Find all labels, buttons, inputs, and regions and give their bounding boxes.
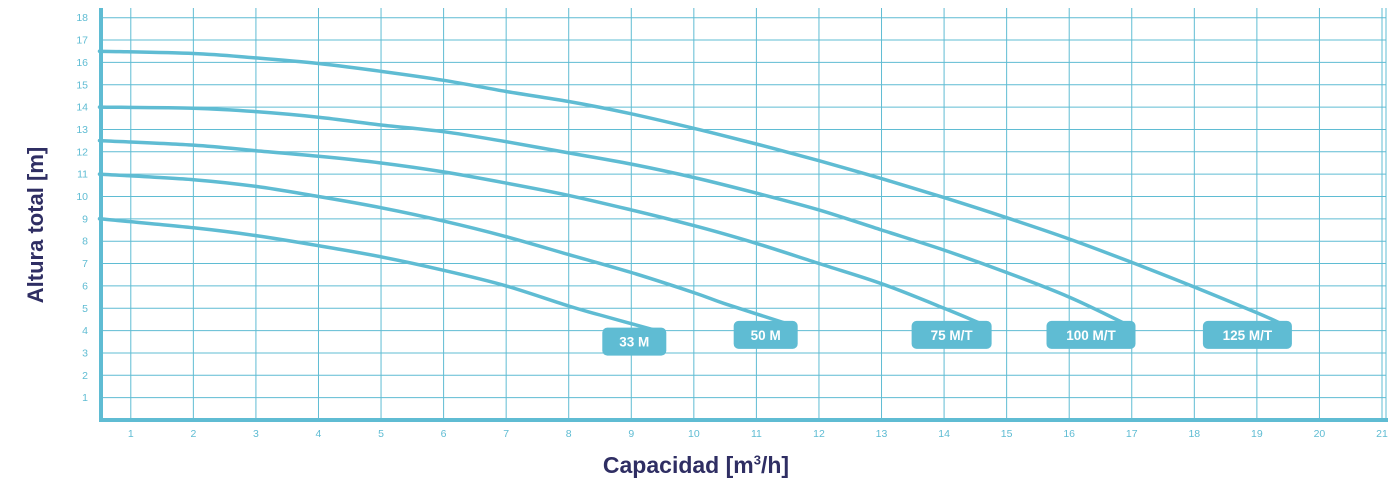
- series-label-badge: [1202, 320, 1292, 349]
- x-tick-label: 2: [190, 428, 196, 440]
- series-line: [97, 138, 984, 326]
- y-tick-label: 2: [82, 370, 88, 382]
- x-tick-label: 9: [628, 428, 634, 440]
- y-tick-label: 14: [76, 102, 88, 114]
- x-tick-label: 19: [1251, 428, 1263, 440]
- y-tick-label: 5: [82, 303, 88, 315]
- series-label: 50 M: [751, 328, 781, 343]
- y-tick-label: 3: [82, 347, 88, 359]
- series-label-badge: [602, 327, 667, 356]
- y-tick-label: 9: [82, 213, 88, 225]
- x-tick-label: 1: [128, 428, 134, 440]
- x-tick-label: 18: [1188, 428, 1200, 440]
- x-axis-title-unit: [m3/h]: [726, 452, 789, 478]
- x-axis-unit-post: /h]: [760, 452, 790, 478]
- y-tick-label: 13: [76, 124, 88, 136]
- series-label: 33 M: [619, 335, 649, 350]
- series-label-badge: [733, 320, 798, 349]
- series-line: [97, 217, 659, 333]
- x-tick-label: 20: [1314, 428, 1326, 440]
- x-axis-title-main: Capacidad: [602, 452, 726, 478]
- x-tick-label: 8: [566, 428, 572, 440]
- y-tick-label: 6: [82, 280, 88, 292]
- x-tick-label: 10: [688, 428, 700, 440]
- y-tick-label: 1: [82, 392, 88, 404]
- x-tick-label: 16: [1063, 428, 1075, 440]
- x-tick-label: 11: [751, 428, 762, 440]
- y-tick-label: 12: [76, 146, 88, 158]
- y-tick-label: 8: [82, 236, 88, 248]
- y-tick-label: 11: [77, 169, 88, 181]
- series-label-badge: [911, 320, 992, 349]
- y-tick-label: 4: [82, 325, 88, 337]
- x-axis-unit-pre: [m: [725, 452, 754, 478]
- x-tick-label: 5: [378, 428, 384, 440]
- series-line: [97, 105, 1128, 326]
- x-axis-title: Capacidad [m3/h]: [0, 452, 1392, 479]
- x-tick-label: 17: [1126, 428, 1138, 440]
- series-label: 100 M/T: [1066, 328, 1116, 343]
- y-tick-label: 16: [76, 57, 88, 69]
- x-tick-label: 3: [253, 428, 259, 440]
- x-tick-label: 12: [813, 428, 825, 440]
- y-tick-label: 15: [76, 79, 88, 91]
- y-tick-label: 7: [82, 258, 88, 270]
- x-tick-label: 6: [441, 428, 447, 440]
- y-tick-label: 17: [76, 35, 88, 47]
- x-axis-unit-sup: 3: [753, 452, 761, 468]
- x-tick-label: 15: [1001, 428, 1013, 440]
- series-label: 125 M/T: [1223, 328, 1273, 343]
- x-tick-label: 4: [316, 428, 322, 440]
- x-tick-label: 13: [876, 428, 888, 440]
- y-tick-label: 18: [76, 12, 88, 24]
- y-tick-label: 10: [76, 191, 88, 203]
- x-tick-label: 21: [1376, 428, 1388, 440]
- series-line: [97, 49, 1284, 326]
- series-label: 75 M/T: [931, 328, 974, 343]
- series-line: [97, 172, 790, 326]
- x-tick-label: 14: [938, 428, 950, 440]
- series-label-badge: [1046, 320, 1136, 349]
- x-tick-label: 7: [503, 428, 509, 440]
